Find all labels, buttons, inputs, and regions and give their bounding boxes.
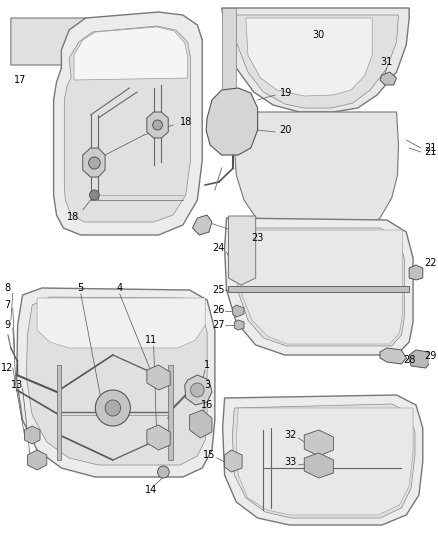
Text: 22: 22 xyxy=(425,258,437,268)
Polygon shape xyxy=(83,148,105,177)
Text: 33: 33 xyxy=(284,457,297,467)
Circle shape xyxy=(153,120,162,130)
Circle shape xyxy=(225,113,242,131)
Text: 5: 5 xyxy=(78,283,84,293)
Polygon shape xyxy=(233,305,244,317)
Text: 27: 27 xyxy=(212,320,225,330)
Text: 14: 14 xyxy=(145,485,157,495)
Polygon shape xyxy=(57,365,61,460)
Circle shape xyxy=(383,75,391,83)
Circle shape xyxy=(105,400,120,416)
Text: 16: 16 xyxy=(201,400,213,410)
Polygon shape xyxy=(190,410,212,438)
Text: 21: 21 xyxy=(425,147,437,157)
Polygon shape xyxy=(37,298,205,348)
Text: 28: 28 xyxy=(403,355,415,365)
Polygon shape xyxy=(222,8,236,112)
Text: 9: 9 xyxy=(4,320,10,330)
Polygon shape xyxy=(236,228,404,346)
Circle shape xyxy=(88,157,100,169)
Polygon shape xyxy=(223,395,423,525)
Polygon shape xyxy=(233,404,415,518)
Polygon shape xyxy=(64,26,191,222)
Text: 31: 31 xyxy=(381,57,393,67)
Polygon shape xyxy=(229,216,256,285)
Text: 30: 30 xyxy=(313,30,325,40)
Polygon shape xyxy=(380,72,396,85)
Text: 26: 26 xyxy=(212,305,225,315)
Text: 17: 17 xyxy=(14,75,27,85)
Polygon shape xyxy=(53,12,202,235)
Text: 8: 8 xyxy=(4,283,10,293)
Polygon shape xyxy=(193,215,212,235)
Text: 25: 25 xyxy=(212,285,225,295)
Polygon shape xyxy=(240,230,403,344)
Polygon shape xyxy=(304,453,333,478)
Polygon shape xyxy=(26,297,207,465)
Polygon shape xyxy=(168,365,173,460)
Text: 13: 13 xyxy=(11,380,23,390)
Polygon shape xyxy=(304,430,333,456)
Text: 1: 1 xyxy=(204,360,210,370)
Circle shape xyxy=(235,307,243,315)
Text: 18: 18 xyxy=(67,212,79,222)
Polygon shape xyxy=(25,426,40,444)
Text: 32: 32 xyxy=(284,430,297,440)
Polygon shape xyxy=(147,112,168,138)
Text: 23: 23 xyxy=(251,233,264,243)
Text: 12: 12 xyxy=(1,363,13,373)
Text: 7: 7 xyxy=(4,300,10,310)
Polygon shape xyxy=(380,348,406,364)
Circle shape xyxy=(89,190,99,200)
Text: 24: 24 xyxy=(212,243,225,253)
Polygon shape xyxy=(17,288,215,477)
Polygon shape xyxy=(236,408,413,515)
Polygon shape xyxy=(74,27,187,80)
Polygon shape xyxy=(409,350,431,368)
Polygon shape xyxy=(11,18,91,65)
Polygon shape xyxy=(185,375,212,405)
Polygon shape xyxy=(27,450,47,470)
Text: 4: 4 xyxy=(117,283,123,293)
Circle shape xyxy=(214,102,253,142)
Text: 15: 15 xyxy=(202,450,215,460)
Text: 11: 11 xyxy=(145,335,157,345)
Text: 29: 29 xyxy=(425,351,437,361)
Text: 19: 19 xyxy=(280,88,292,98)
Circle shape xyxy=(191,383,204,397)
Polygon shape xyxy=(206,88,258,155)
Polygon shape xyxy=(246,18,372,96)
Text: 18: 18 xyxy=(180,117,192,127)
Text: 3: 3 xyxy=(204,380,210,390)
Text: 20: 20 xyxy=(279,125,292,135)
Circle shape xyxy=(416,353,426,363)
Polygon shape xyxy=(225,218,413,355)
Text: 21: 21 xyxy=(425,143,437,153)
Circle shape xyxy=(158,466,169,478)
Polygon shape xyxy=(229,286,409,292)
Circle shape xyxy=(95,390,131,426)
Polygon shape xyxy=(225,450,242,472)
Polygon shape xyxy=(147,365,170,390)
Polygon shape xyxy=(234,320,244,330)
Polygon shape xyxy=(222,8,409,112)
Polygon shape xyxy=(147,425,170,450)
Polygon shape xyxy=(231,15,399,108)
Polygon shape xyxy=(234,112,399,240)
Polygon shape xyxy=(409,265,423,280)
